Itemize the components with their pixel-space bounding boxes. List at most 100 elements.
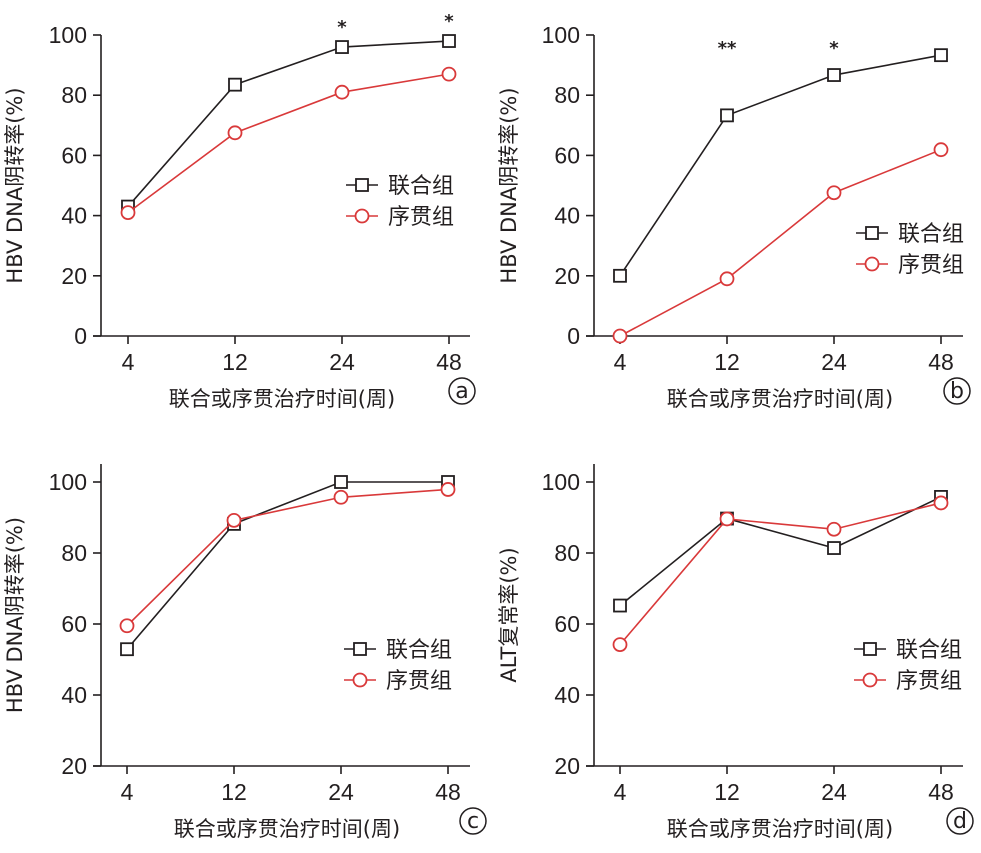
series-line-combined	[619, 54, 942, 277]
x-tick-label: 12	[714, 779, 740, 805]
series-line-combined	[619, 496, 942, 607]
data-point-combined	[228, 77, 242, 92]
data-point-sequential	[826, 521, 842, 537]
x-axis-title: 联合或序贯治疗时间(周)	[667, 387, 893, 411]
x-tick-label: 48	[928, 349, 954, 375]
y-axis-title: ALT复常率(%)	[497, 547, 521, 682]
panel-letter-circle	[946, 807, 974, 835]
y-tick-label: 100	[49, 22, 87, 48]
data-point-combined	[934, 48, 948, 63]
y-axis-title: HBV DNA阴转率(%)	[497, 87, 521, 283]
legend-label: 序贯组	[388, 205, 454, 230]
y-tick-label: 40	[61, 203, 87, 229]
data-point-combined	[613, 598, 627, 613]
panel-letter-circle	[448, 377, 476, 405]
y-tick-label: 60	[61, 611, 87, 637]
data-point-combined	[720, 108, 734, 123]
y-tick-label: 0	[74, 323, 87, 349]
panel-letter-circle	[943, 377, 971, 405]
data-point-combined	[335, 40, 349, 54]
x-tick-label: 24	[328, 779, 354, 805]
legend-label: 序贯组	[898, 253, 964, 278]
significance-marker: *	[829, 38, 839, 59]
data-point-sequential	[119, 618, 135, 634]
legend-marker-circle	[352, 672, 368, 688]
legend-marker-square	[355, 178, 369, 192]
x-tick-label: 4	[614, 779, 627, 805]
data-point-combined	[827, 68, 841, 82]
series-line-sequential	[619, 502, 942, 646]
significance-marker: *	[337, 17, 347, 38]
data-point-sequential	[933, 495, 949, 511]
y-tick-label: 40	[554, 682, 580, 708]
data-point-combined	[442, 34, 456, 48]
x-tick-label: 24	[329, 349, 355, 375]
y-tick-label: 40	[554, 203, 580, 229]
legend-marker-square	[863, 642, 877, 656]
y-tick-label: 100	[542, 22, 580, 48]
legend-marker-square	[865, 226, 879, 240]
chart-panel-c: 20 40 60 80 100 4 12 24 48 联合或序贯治疗时间(周) HBV DNA阴转率…	[3, 464, 487, 841]
x-tick-label: 4	[614, 349, 627, 375]
significance-marker: **	[718, 38, 737, 59]
legend-marker-circle	[354, 208, 370, 224]
data-point-combined	[613, 268, 627, 283]
data-point-combined	[827, 541, 841, 555]
series-line-sequential	[126, 488, 449, 627]
y-tick-label: 60	[554, 611, 580, 637]
y-tick-label: 0	[567, 323, 580, 349]
legend-marker-square	[353, 642, 367, 656]
data-point-sequential	[334, 84, 350, 100]
data-point-sequential	[333, 489, 349, 505]
data-point-sequential	[226, 512, 242, 528]
data-point-combined	[334, 475, 348, 489]
y-tick-label: 20	[554, 263, 580, 289]
legend-marker-circle	[862, 672, 878, 688]
series-line-combined	[126, 481, 448, 650]
data-point-combined	[120, 642, 134, 657]
x-tick-label: 12	[714, 349, 740, 375]
x-tick-label: 4	[121, 779, 134, 805]
data-point-sequential	[227, 125, 243, 141]
y-tick-label: 20	[61, 263, 87, 289]
significance-marker: *	[444, 11, 454, 32]
x-tick-label: 24	[821, 779, 847, 805]
x-tick-label: 48	[928, 779, 954, 805]
legend-marker-circle	[864, 256, 880, 272]
data-point-sequential	[826, 185, 842, 201]
panel-letter: b	[950, 379, 964, 404]
y-tick-label: 80	[554, 540, 580, 566]
x-tick-label: 12	[222, 349, 248, 375]
x-tick-label: 12	[221, 779, 247, 805]
y-tick-label: 100	[542, 469, 580, 495]
x-tick-label: 48	[436, 349, 462, 375]
panel-letter-circle	[459, 807, 487, 835]
data-point-sequential	[719, 511, 735, 527]
data-point-sequential	[612, 637, 628, 652]
x-axis-title: 联合或序贯治疗时间(周)	[667, 817, 893, 841]
panel-letter: a	[455, 379, 468, 404]
x-tick-label: 24	[821, 349, 847, 375]
data-point-sequential	[441, 66, 457, 82]
legend-label: 联合组	[898, 222, 964, 247]
chart-panel-b: 0 20 40 60 80 100 4 12 24 48 联合或序贯治疗时间(周) HBV DNA阴转…	[497, 22, 971, 411]
y-tick-label: 80	[61, 82, 87, 108]
x-axis-title: 联合或序贯治疗时间(周)	[174, 817, 400, 841]
series-line-sequential	[127, 73, 450, 214]
chart-panel-a: 0 20 40 60 80 100 4 12 24 48 联合或序贯治疗时间(周) HBV DNA阴转…	[3, 11, 476, 411]
legend-label: 联合组	[896, 638, 962, 663]
series-line-combined	[127, 40, 450, 208]
data-point-sequential	[612, 328, 628, 344]
y-axis-title: HBV DNA阴转率(%)	[3, 517, 27, 713]
legend-label: 联合组	[386, 638, 452, 663]
y-tick-label: 60	[554, 142, 580, 168]
y-tick-label: 80	[554, 82, 580, 108]
data-point-sequential	[440, 482, 456, 497]
data-point-sequential	[120, 205, 136, 220]
x-axis-title: 联合或序贯治疗时间(周)	[169, 387, 395, 411]
y-tick-label: 20	[554, 753, 580, 779]
